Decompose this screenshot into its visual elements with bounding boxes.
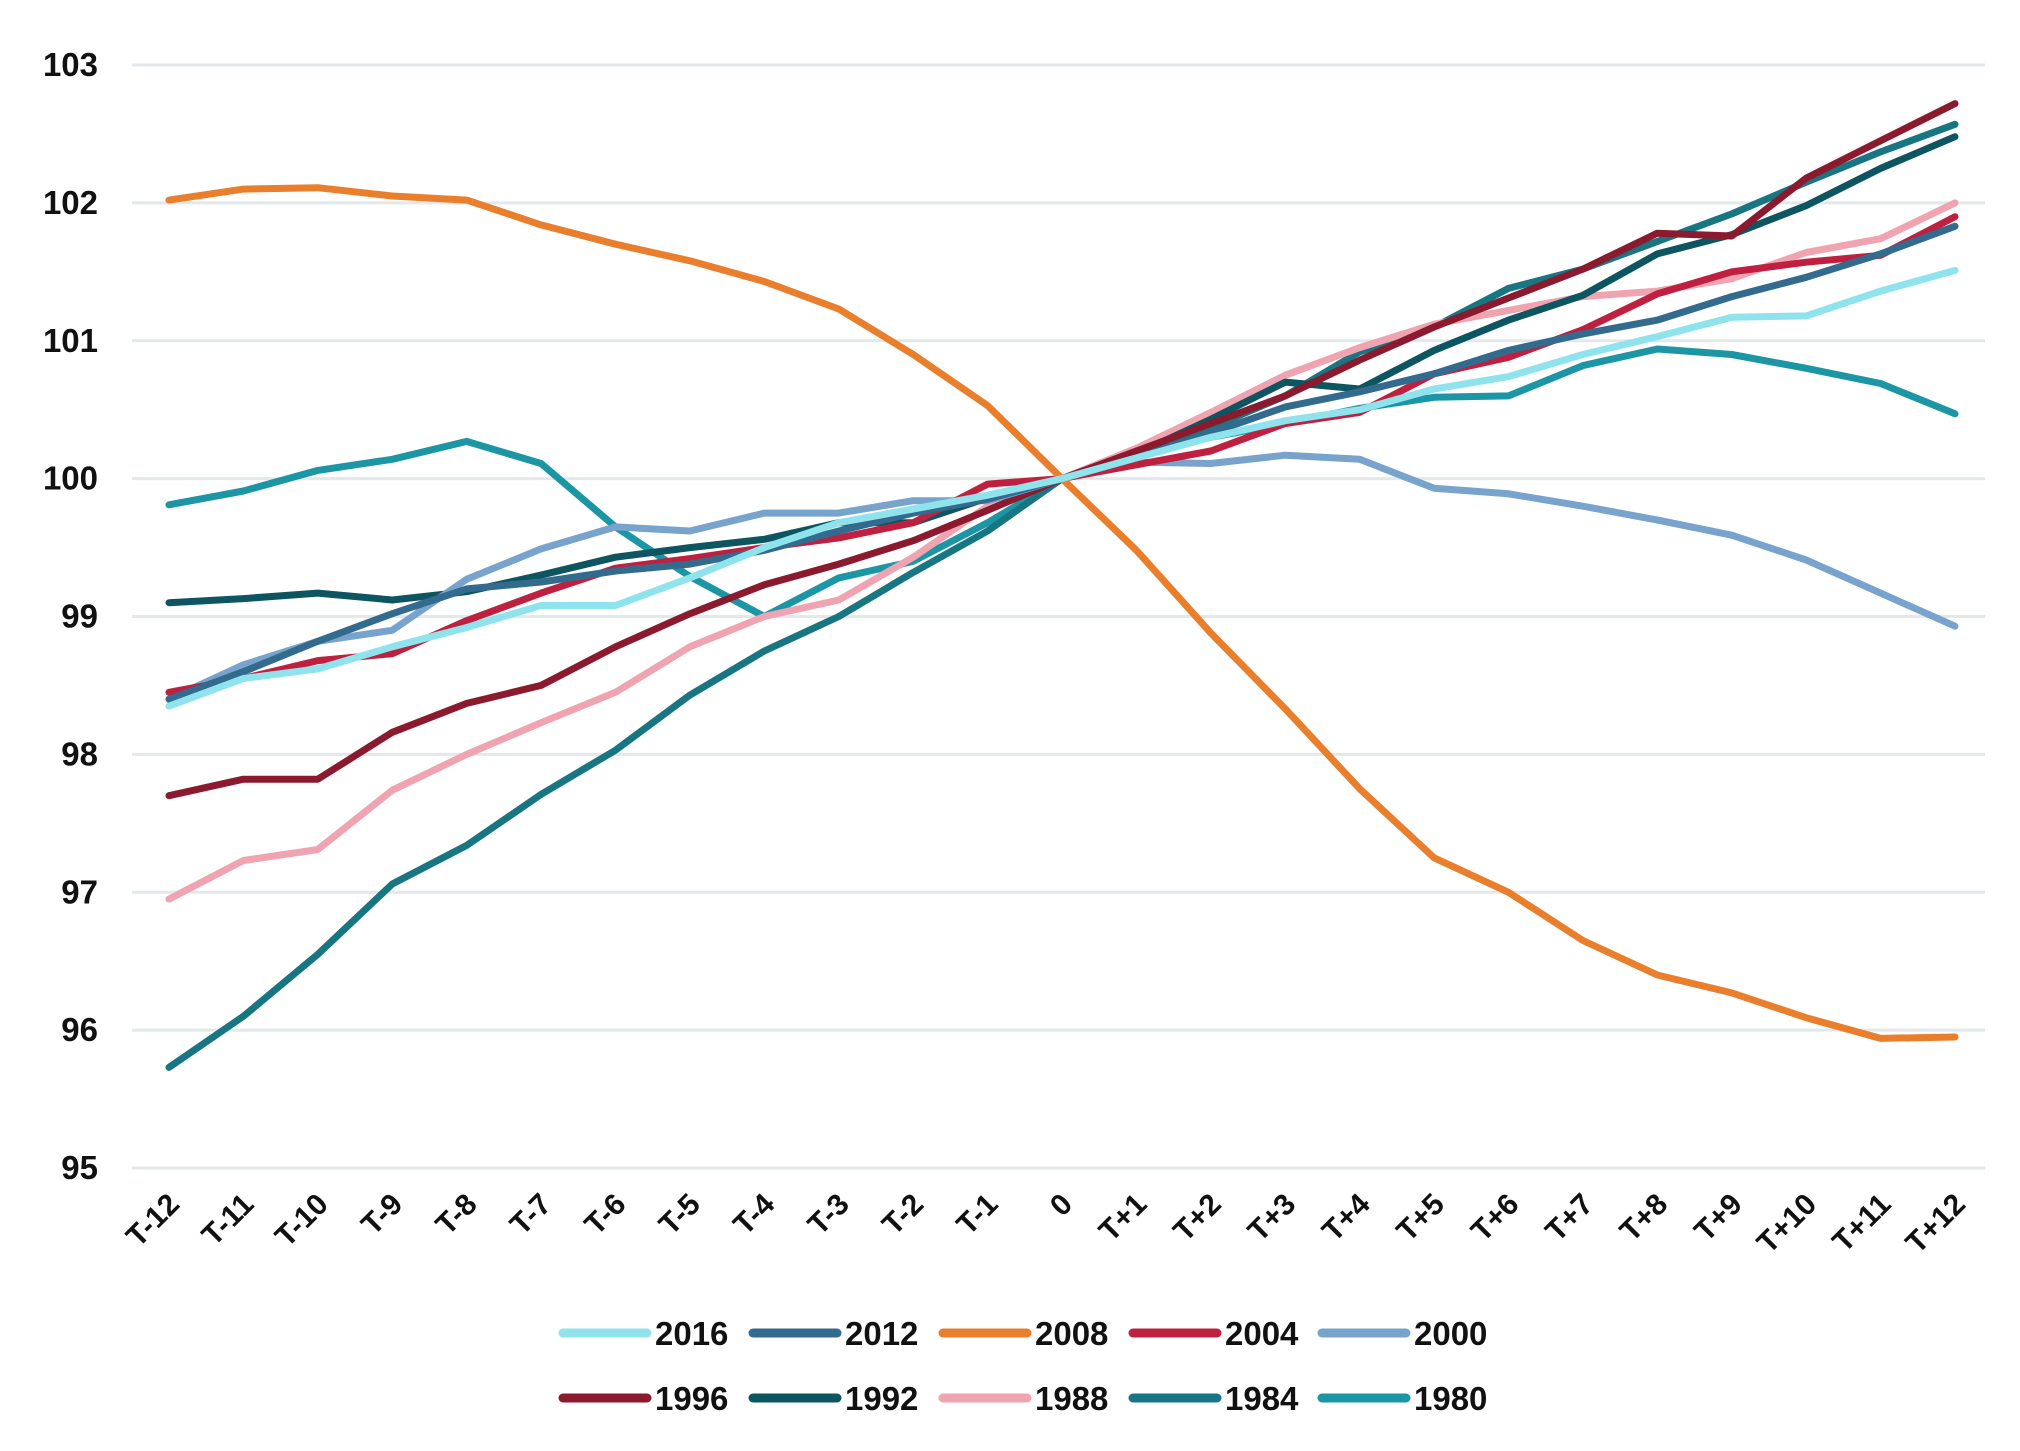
x-tick-label: T+11 — [1826, 1188, 1897, 1259]
y-axis: 95 96 97 98 99 100 101 102 103 — [43, 46, 98, 1186]
legend-item-2008: 2008 — [938, 1315, 1108, 1352]
legend: 2016 2012 2008 2004 2000 1996 1992 1988 1984 1980 — [558, 1315, 1487, 1417]
x-tick-label: T-8 — [430, 1188, 484, 1242]
x-tick-label: T-2 — [876, 1188, 930, 1242]
legend-item-1984: 1984 — [1128, 1380, 1299, 1417]
x-tick-label: T-5 — [653, 1188, 707, 1242]
x-tick-label: T-7 — [504, 1188, 558, 1242]
series-line-2016 — [165, 266, 1959, 710]
y-tick-label: 96 — [61, 1011, 98, 1048]
x-tick-label: T+2 — [1167, 1188, 1227, 1248]
x-tick-label: T+4 — [1316, 1187, 1377, 1248]
legend-label: 1996 — [655, 1380, 728, 1417]
series-line-2000 — [165, 451, 1959, 703]
y-tick-label: 100 — [43, 460, 98, 497]
y-tick-label: 98 — [61, 735, 98, 772]
legend-label: 1984 — [1225, 1380, 1299, 1417]
y-tick-label: 101 — [43, 322, 98, 359]
y-tick-label: 97 — [61, 873, 98, 910]
series-line-2012 — [165, 222, 1959, 703]
x-tick-label: T+10 — [1751, 1188, 1823, 1260]
x-tick-label: T+8 — [1614, 1188, 1674, 1248]
x-tick-label: T-3 — [802, 1188, 856, 1242]
x-tick-label: T+9 — [1688, 1188, 1748, 1248]
y-tick-label: 102 — [43, 184, 98, 221]
x-tick-label: T+3 — [1242, 1188, 1302, 1248]
x-tick-label: T-1 — [951, 1188, 1005, 1242]
x-tick-label: T-9 — [355, 1188, 409, 1242]
legend-item-1980: 1980 — [1317, 1380, 1487, 1417]
legend-label: 2004 — [1225, 1315, 1299, 1352]
series-lines — [165, 100, 1959, 1071]
legend-item-1988: 1988 — [938, 1380, 1108, 1417]
x-tick-label: T+1 — [1093, 1188, 1153, 1248]
x-tick-label: T-4 — [727, 1187, 781, 1241]
legend-label: 2000 — [1414, 1315, 1487, 1352]
legend-label: 1980 — [1414, 1380, 1487, 1417]
legend-item-1996: 1996 — [558, 1380, 728, 1417]
x-axis: T-12 T-11 T-10 T-9 T-8 T-7 T-6 T-5 T-4 T-3 T-2 T-1 0… — [120, 1187, 1972, 1260]
legend-item-2016: 2016 — [558, 1315, 728, 1352]
legend-label: 2016 — [655, 1315, 728, 1352]
legend-label: 2012 — [845, 1315, 918, 1352]
y-tick-label: 99 — [61, 598, 98, 635]
x-tick-label: T+5 — [1391, 1188, 1451, 1248]
series-line-2004 — [165, 213, 1959, 696]
x-tick-label: T-12 — [120, 1188, 186, 1254]
legend-item-2000: 2000 — [1317, 1315, 1487, 1352]
y-tick-label: 103 — [43, 46, 98, 83]
series-line-1992 — [165, 133, 1959, 607]
legend-item-2004: 2004 — [1128, 1315, 1299, 1352]
x-tick-label: T-11 — [196, 1188, 261, 1253]
x-tick-label: T-10 — [269, 1188, 335, 1254]
legend-label: 1988 — [1035, 1380, 1108, 1417]
x-tick-label: T+12 — [1900, 1188, 1972, 1260]
x-tick-label: T+7 — [1539, 1188, 1599, 1248]
series-line-2008 — [165, 184, 1959, 1042]
y-tick-label: 95 — [61, 1149, 98, 1186]
x-tick-label: 0 — [1044, 1188, 1079, 1223]
legend-item-1992: 1992 — [748, 1380, 918, 1417]
legend-item-2012: 2012 — [748, 1315, 918, 1352]
x-tick-label: T+6 — [1465, 1188, 1525, 1248]
x-tick-label: T-6 — [578, 1188, 632, 1242]
legend-label: 2008 — [1035, 1315, 1108, 1352]
legend-label: 1992 — [845, 1380, 918, 1417]
